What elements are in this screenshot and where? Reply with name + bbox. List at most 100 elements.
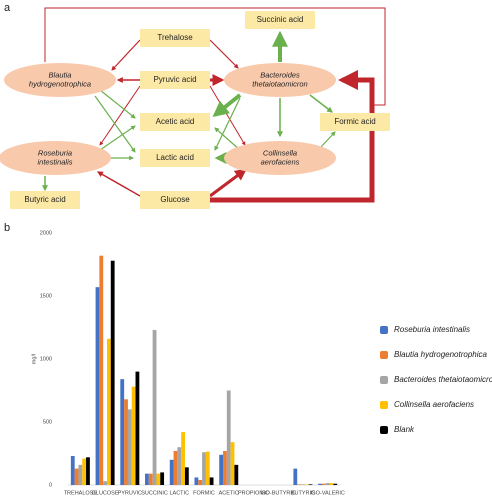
bar — [120, 379, 125, 485]
arrow — [214, 97, 241, 151]
arrow — [99, 85, 141, 146]
bar — [308, 484, 313, 485]
node-label: Roseburia — [38, 148, 72, 157]
compound-node — [140, 191, 210, 209]
bar — [103, 481, 107, 485]
compound-node — [140, 71, 210, 89]
node-label: Formic acid — [334, 117, 375, 126]
arrow — [209, 39, 239, 69]
arrow — [111, 39, 141, 71]
compound-node — [140, 29, 210, 47]
bar — [209, 477, 214, 485]
legend-swatch — [380, 426, 388, 434]
x-tick-label: FORMIC — [193, 490, 215, 496]
bar — [95, 287, 100, 485]
legend-swatch — [380, 326, 388, 334]
x-tick-label: ISO-VALERIC — [310, 490, 344, 496]
bar — [173, 450, 178, 485]
node-label: Succinic acid — [257, 15, 304, 24]
x-tick-label: PYRUVIC — [118, 490, 142, 496]
x-tick-label: TREHALOSE — [64, 490, 98, 496]
node-label: Acetic acid — [156, 117, 195, 126]
x-tick-label: SUCCINIC — [141, 490, 168, 496]
node-label: thetaiotaomicron — [252, 79, 307, 88]
bar — [78, 464, 83, 485]
arrow — [212, 93, 242, 117]
bar — [145, 473, 149, 485]
bar — [325, 483, 330, 485]
bar — [82, 458, 87, 485]
bar — [160, 472, 165, 485]
y-tick-label: 1000 — [40, 356, 52, 362]
compound-node — [245, 11, 315, 29]
panel-label: b — [4, 222, 10, 234]
arrow — [99, 89, 136, 119]
bar — [148, 473, 153, 485]
bar — [86, 457, 90, 485]
node-label: Pyruvic acid — [153, 75, 196, 84]
arrow — [309, 94, 333, 113]
arrow — [319, 131, 336, 149]
arrow — [96, 171, 141, 197]
compound-node — [140, 113, 210, 131]
bar — [219, 454, 224, 485]
node-label: intestinalis — [37, 157, 72, 166]
arrow — [99, 125, 136, 151]
legend-label: Bacteroides thetaiotaomicron — [394, 375, 492, 384]
arrow — [44, 7, 386, 106]
bar — [124, 399, 128, 485]
bar — [135, 371, 140, 485]
arrow — [94, 95, 136, 153]
node-label: Blautia — [49, 70, 72, 79]
node-label: Glucose — [160, 195, 190, 204]
node-label: aerofaciens — [261, 157, 300, 166]
bar — [198, 479, 203, 485]
legend-label: Roseburia intestinalis — [394, 325, 470, 334]
y-axis-label: mg/l — [31, 354, 37, 364]
arrow — [209, 168, 247, 198]
organism-node — [4, 63, 116, 97]
bar — [156, 473, 161, 485]
bar — [106, 338, 111, 485]
organism-node — [0, 141, 111, 175]
y-tick-label: 0 — [49, 482, 52, 488]
legend-swatch — [380, 401, 388, 409]
bar — [194, 477, 199, 485]
bar — [333, 483, 338, 485]
x-tick-label: ISO-BUTYRIC — [260, 490, 295, 496]
bar — [127, 409, 132, 485]
x-tick-label: PROPIONIC — [238, 490, 269, 496]
node-label: Butyric acid — [24, 195, 65, 204]
y-tick-label: 500 — [43, 419, 52, 425]
node-label: Lactic acid — [156, 153, 194, 162]
legend-label: Blautia hydrogenotrophica — [394, 350, 488, 359]
bar — [181, 432, 185, 485]
bar — [152, 330, 157, 485]
y-tick-label: 1500 — [40, 293, 52, 299]
x-tick-label: BUTYRIC — [291, 490, 315, 496]
node-label: Collinsella — [263, 148, 297, 157]
bar — [131, 386, 136, 485]
bar — [99, 255, 104, 485]
diagram-arrows — [42, 7, 386, 203]
x-tick-label: GLUCOSE — [92, 490, 119, 496]
x-tick-label: ACETIC — [219, 490, 239, 496]
legend-label: Blank — [394, 425, 415, 434]
x-tick-label: LACTIC — [169, 490, 189, 496]
bar — [74, 468, 79, 485]
panel-label: a — [4, 2, 11, 14]
compound-node — [320, 113, 390, 131]
bar — [329, 483, 334, 485]
compound-node — [10, 191, 80, 209]
arrow — [210, 70, 375, 203]
node-label: hydrogenotrophica — [29, 79, 91, 88]
bar — [169, 459, 174, 485]
organism-node — [224, 141, 336, 175]
y-tick-label: 2000 — [40, 230, 52, 236]
bar — [301, 484, 305, 485]
bar — [223, 450, 227, 485]
legend-label: Collinsella aerofaciens — [394, 400, 474, 409]
bar — [321, 483, 326, 485]
arrow — [214, 127, 241, 151]
